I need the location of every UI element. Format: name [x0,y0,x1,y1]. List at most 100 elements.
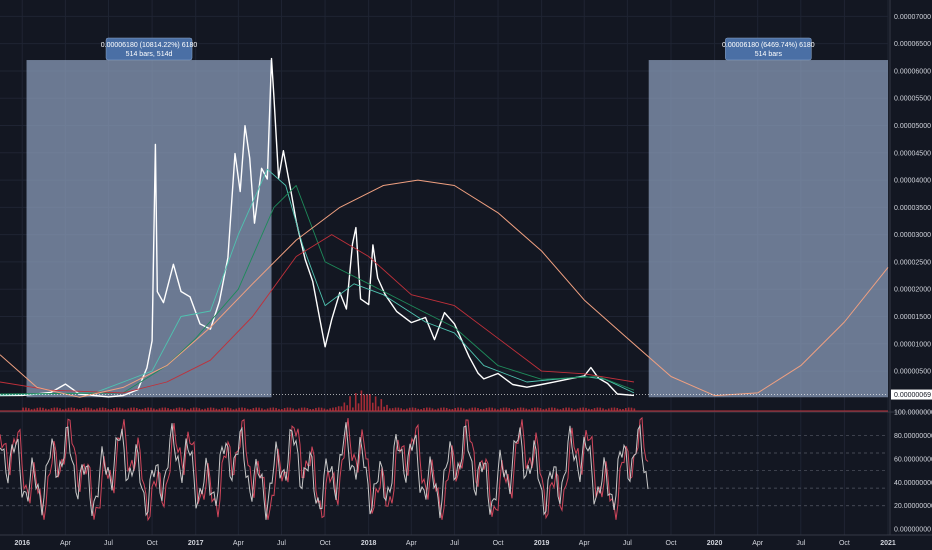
volume-bar [471,407,474,411]
volume-bar [170,409,172,411]
volume-bar [190,408,192,411]
volume-bar [588,408,590,411]
volume-bar [437,408,439,411]
volume-bar [633,408,636,411]
volume-bar [391,408,394,411]
volume-bar [616,407,619,411]
volume-bar [516,407,519,411]
volume-bar [147,407,149,411]
volume-bar [528,409,530,411]
volume-bar [371,402,374,411]
current-price-tag [891,389,932,400]
volume-bar [551,407,553,411]
volume-bar [212,407,215,411]
volume-bar [252,408,255,411]
callout-label-line2: 514 bars [755,51,783,58]
osc-tick-label: 40.00000000 [894,480,932,487]
volume-bar [619,408,621,411]
volume-bar [369,394,371,411]
y-tick-label: 0.00001000 [894,341,931,348]
x-tick-label: Jul [450,540,459,547]
volume-bar [417,408,420,411]
volume-bar [559,409,562,411]
measure-callouts: 0.00006180 (10814.22%) 6180 514 bars, 514… [101,37,815,61]
volume-bar [312,408,314,411]
volume-bar [514,408,516,411]
volume-bar [175,407,178,411]
volume-bar [87,407,90,411]
y-tick-label: 0.00002500 [894,259,931,266]
volume-bar [127,408,130,411]
volume-bar [215,408,218,411]
volume-bar [315,407,317,411]
volume-bar [121,408,124,411]
x-tick-label: Jul [623,540,632,547]
y-tick-label: 0.00004500 [894,150,931,157]
volume-bar [610,407,613,411]
volume-bar [64,408,67,411]
volume-bar [502,407,505,411]
volume-bar [303,407,306,411]
osc-tick-label: 20.00000000 [894,503,932,510]
volume-bar [158,408,161,411]
osc-series-fast [0,416,649,522]
volume-bar [45,408,47,411]
volume-bar [25,407,27,411]
volume-bar [226,407,229,411]
volume-bar [150,407,152,411]
volume-bar [320,407,323,411]
volume-bar [454,408,457,411]
volume-bar [590,409,593,411]
volume-bar [118,407,121,411]
volume-bar [255,407,258,411]
volume-bar [261,408,263,411]
volume-bar [605,409,607,411]
volume-bar [434,409,437,411]
volume-bar [101,407,104,411]
volume-bar [394,407,397,411]
x-tick-label: Oct [493,540,504,547]
volume-bar [602,408,604,411]
series-sine [0,179,889,398]
volume-bar [403,409,405,411]
volume-bar [346,405,348,411]
x-tick-label: Apr [579,540,591,547]
x-tick-label: 2017 [188,540,204,547]
volume-bar [235,408,238,411]
callout-measure-2 [725,37,812,61]
volume-bar [79,409,81,411]
volume-bar [599,407,602,411]
volume-bar [161,407,164,411]
x-tick-label: Oct [320,540,331,547]
volume-bar [448,408,451,411]
x-tick-label: Jul [104,540,113,547]
volume-bar [553,407,556,411]
osc-tick-label: 0.00000000 [894,527,931,534]
volume-bar [377,406,380,411]
volume-bar [326,409,329,411]
range-box-measure-1 [26,60,272,398]
volume-bar [283,408,286,411]
volume-bar [468,408,471,411]
volume-bar [491,407,493,411]
volume-bar [76,408,78,411]
volume-bar [360,390,363,411]
volume-bar [99,407,101,411]
series-ma_fast [0,168,635,396]
volume-bar [232,409,235,411]
volume-bar [354,393,357,411]
volume-bar [607,408,610,411]
y-tick-label: 0.00005000 [894,123,931,130]
volume-bar [343,402,346,411]
volume-bar [536,407,539,411]
volume-bar [477,408,479,411]
volume-bar [488,407,491,411]
volume-bar [380,399,383,411]
volume-bar [67,407,70,411]
volume-bar [465,409,468,411]
volume-bar [519,407,522,411]
volume-bar [585,407,587,411]
callout-label-line1: 0.00006180 (6469.74%) 6180 [722,42,815,49]
